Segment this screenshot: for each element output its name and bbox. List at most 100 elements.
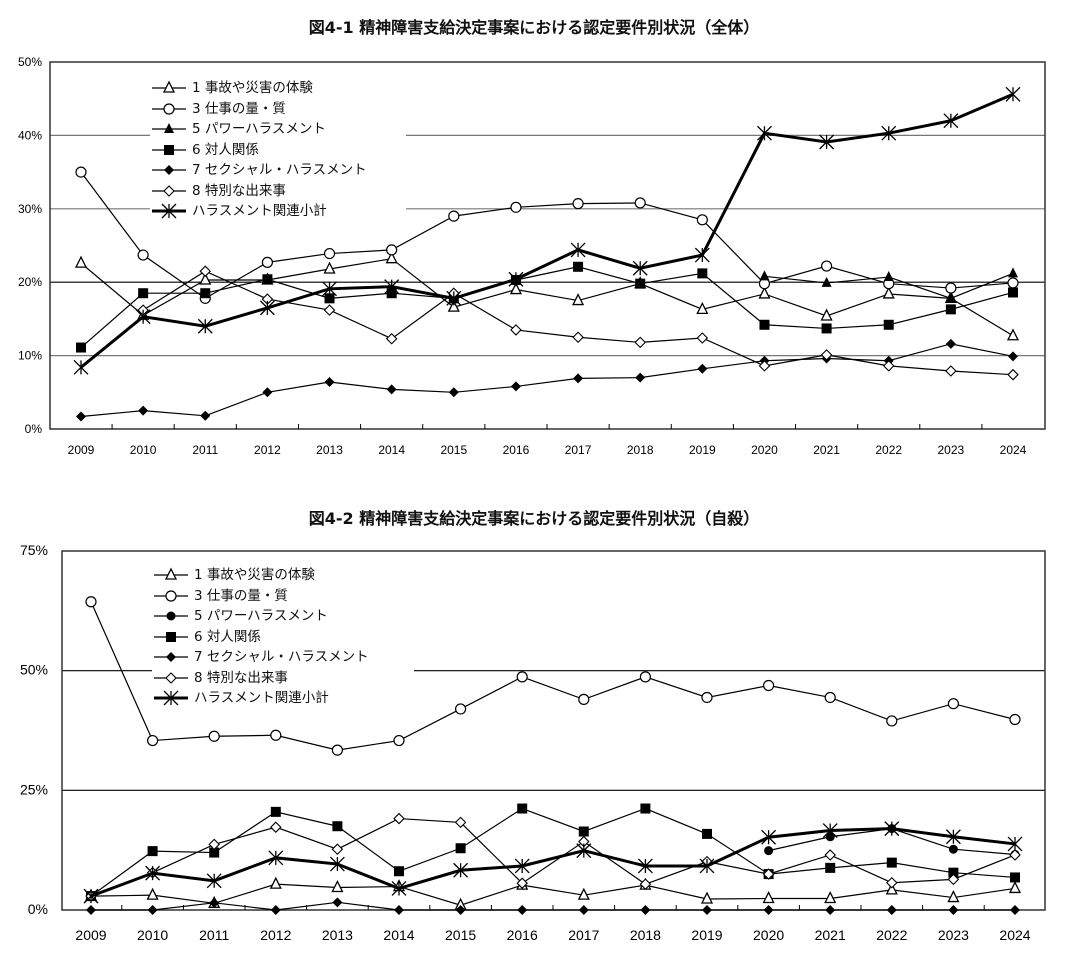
chart-1-legend: 1 事故や災害の体験 3 仕事の量・質 5 パワーハラスメント 6 対人関係 7 セクシ… [150, 78, 406, 222]
series-line [90, 807, 1016, 897]
chart-1: 0% 10% 20% 30% 40% 50% 2009 2010 2011 2012 2013 201… [18, 55, 1046, 457]
data-point [393, 734, 405, 747]
legend-marker [162, 80, 176, 93]
data-point [262, 387, 273, 398]
data-point [948, 867, 959, 878]
data-point [762, 891, 775, 904]
data-point [821, 276, 832, 287]
y-tick-label: 25% [20, 781, 48, 797]
x-tick-label: 2017 [568, 927, 599, 943]
data-point [702, 828, 712, 839]
data-point [639, 671, 652, 683]
x-tick-label: 2022 [876, 927, 907, 943]
legend-item: 6 対人関係 [152, 627, 414, 648]
data-point [570, 242, 586, 258]
data-point [514, 858, 530, 874]
data-point [884, 821, 900, 837]
legend-triangle-open-icon [154, 567, 188, 580]
data-point [886, 857, 897, 868]
data-point [200, 410, 211, 421]
data-point [824, 891, 837, 904]
data-point [262, 274, 273, 285]
data-point [820, 260, 833, 272]
legend-label: 8 特別な出来事 [194, 669, 288, 686]
data-point [883, 319, 894, 330]
data-point [85, 596, 97, 608]
legend-label: 7 セクシャル・ハラスメント [192, 162, 367, 178]
x-tick-label: 2023 [938, 443, 965, 457]
data-point [138, 405, 149, 416]
x-tick-label: 2013 [322, 927, 353, 943]
data-point [329, 856, 345, 872]
data-point [447, 299, 460, 312]
legend-item: 1 事故や災害の体験 [150, 78, 406, 99]
legend-circle-open-icon [152, 103, 186, 115]
x-tick-label: 2019 [691, 927, 722, 943]
legend-item: 8 特別な出来事 [150, 181, 406, 202]
data-point [696, 214, 708, 226]
data-point [640, 803, 651, 814]
data-point [331, 744, 343, 756]
data-point [208, 730, 220, 742]
data-point [206, 873, 222, 889]
series-4 [86, 897, 1020, 915]
data-point [1008, 287, 1018, 298]
data-point [74, 255, 88, 268]
data-point [637, 858, 653, 874]
legend-circle-open-icon [154, 590, 188, 602]
data-point [208, 838, 220, 851]
data-point [696, 301, 709, 315]
x-tick-label: 2016 [503, 443, 530, 457]
legend-marker [165, 671, 177, 684]
data-point [324, 377, 335, 388]
data-point [759, 270, 770, 281]
data-point [197, 318, 213, 334]
data-point [323, 304, 336, 316]
data-point [824, 691, 836, 704]
legend-marker [166, 652, 176, 663]
data-point [945, 338, 956, 349]
data-point [822, 823, 838, 839]
data-point [1010, 872, 1020, 883]
series-line [80, 343, 1014, 418]
legend-label: ハラスメント関連小計 [194, 690, 329, 706]
series-3 [86, 803, 1020, 902]
data-point [147, 905, 158, 915]
series-line [90, 601, 1016, 751]
x-tick-label: 2009 [68, 443, 95, 457]
legend-item: 3 仕事の量・質 [150, 99, 406, 120]
data-point [516, 671, 528, 683]
data-point [572, 293, 585, 306]
data-point [882, 286, 895, 299]
x-tick-label: 2019 [689, 443, 716, 457]
data-point [759, 319, 770, 330]
series-line [80, 258, 1014, 337]
x-tick-label: 2023 [938, 927, 969, 943]
legend-marker [165, 590, 177, 602]
data-point [632, 260, 648, 276]
data-point [385, 332, 398, 345]
data-point [763, 905, 774, 915]
data-point [268, 850, 284, 866]
data-point [261, 256, 273, 268]
legend-label: 1 事故や災害の体験 [194, 567, 315, 583]
legend-marker [161, 203, 177, 219]
data-point [945, 829, 961, 845]
data-point [945, 282, 957, 294]
data-point [323, 261, 336, 274]
data-point [882, 360, 895, 372]
data-point [453, 862, 469, 878]
x-tick-label: 2015 [440, 443, 467, 457]
chart-1-title: 図4-1 精神障害支給決定事案における認定要件別状況（全体） [308, 18, 760, 37]
x-tick-label: 2013 [316, 443, 343, 457]
y-tick-label: 30% [18, 202, 42, 216]
series-line [90, 817, 1016, 897]
legend-item: 3 仕事の量・質 [152, 586, 414, 607]
legend-marker [164, 144, 174, 155]
y-tick-label: 40% [18, 128, 42, 142]
series-6 [83, 821, 1023, 904]
data-point [448, 210, 460, 222]
series-1 [85, 596, 1021, 756]
data-point [886, 876, 898, 889]
